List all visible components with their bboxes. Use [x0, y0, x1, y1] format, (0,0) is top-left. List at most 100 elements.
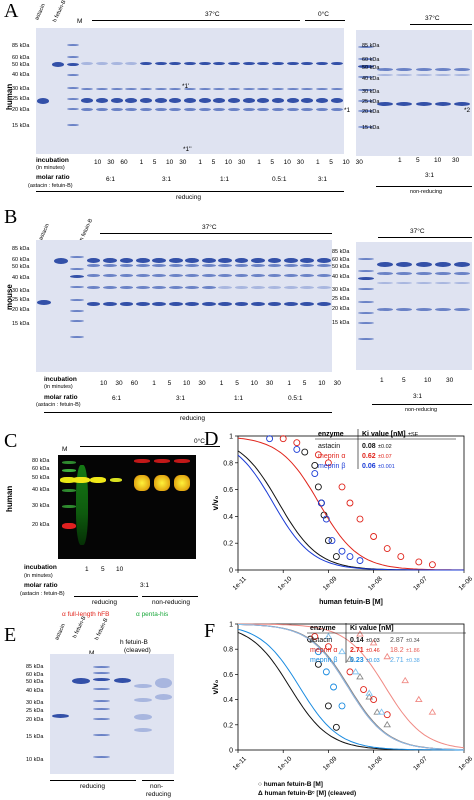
- data-point: [397, 553, 405, 561]
- temp-bar-0-c: [80, 446, 220, 447]
- gel-band: [152, 264, 167, 267]
- table-header-ki: Ki value [nM]: [350, 625, 394, 632]
- temp-37-a: 37°C: [205, 11, 220, 18]
- gel-band: [454, 262, 471, 267]
- gel-band: [139, 62, 153, 65]
- table-ki-se-cleaved: ±0.38: [406, 658, 420, 664]
- marker-50-e: 50 kDa: [26, 679, 44, 685]
- gel-band: [242, 62, 255, 65]
- temp-bar-37-b-right: [378, 237, 472, 238]
- gel-band: [454, 308, 471, 311]
- molar-ratio-label-b: molar ratio: [44, 394, 78, 401]
- gel-band: [234, 286, 249, 289]
- table-header-enzyme: enzyme: [310, 625, 336, 632]
- marker-25-b-r: 25 kDa: [332, 296, 350, 302]
- gel-band: [213, 108, 226, 111]
- blot-band-marker-60: [62, 469, 76, 472]
- gel-band: [257, 108, 270, 111]
- gel-band: [92, 678, 111, 681]
- gel-band: [267, 302, 282, 306]
- incubation-value: 10: [250, 380, 258, 387]
- plot-frame: [237, 435, 465, 571]
- table-ki-value-cleaved: 2.87: [390, 637, 404, 644]
- gel-band: [70, 336, 84, 338]
- gel-band: [134, 698, 152, 702]
- data-point-triangle: [415, 695, 423, 703]
- marker-15-b: 15 kDa: [12, 321, 30, 327]
- marker-30-b: 30 kDa: [12, 288, 30, 294]
- gel-band: [135, 302, 150, 306]
- marker-60-a: 60 kDa: [12, 55, 30, 61]
- gel-band: [103, 264, 117, 267]
- gel-band: [86, 274, 101, 277]
- gel-band: [168, 302, 183, 306]
- table-enzyme-name: meprin α: [318, 453, 345, 460]
- gel-band: [201, 258, 216, 263]
- gel-band: [66, 74, 79, 76]
- gel-band: [125, 98, 138, 103]
- table-enzyme-name: meprin β: [318, 463, 345, 470]
- gel-band: [271, 62, 285, 65]
- incubation-c-5: 5: [101, 566, 105, 573]
- reducing-bar-b: [44, 412, 332, 413]
- incubation-value: 5: [270, 159, 275, 166]
- gel-band: [376, 282, 394, 284]
- marker-20-b: 20 kDa: [12, 307, 30, 313]
- gel-band: [213, 62, 226, 65]
- gel-band: [415, 272, 432, 275]
- marker-60-b: 60 kDa: [12, 257, 30, 263]
- x-tick-label: 1e-11: [232, 575, 249, 592]
- table-ki-se: ±0.03: [366, 638, 380, 644]
- marker-15-a: 15 kDa: [12, 123, 30, 129]
- gel-band: [315, 62, 329, 65]
- gel-lane: [36, 28, 51, 154]
- gel-band: [135, 258, 150, 263]
- gel-band: [301, 108, 314, 111]
- incubation-sub-b: (in minutes): [44, 384, 73, 390]
- incubation-value: 30: [333, 380, 341, 387]
- reducing-label-e: reducing: [80, 783, 105, 790]
- gel-band: [357, 126, 374, 128]
- gel-band: [81, 88, 94, 90]
- gel-band: [357, 100, 374, 102]
- gel-band: [396, 282, 413, 284]
- data-point: [311, 633, 319, 641]
- gel-lane: [283, 240, 299, 372]
- blot-band-lane2: [90, 477, 106, 483]
- temp-0-c: 0°C: [194, 438, 205, 445]
- gel-band: [396, 74, 413, 76]
- gel-band: [201, 302, 216, 306]
- gel-lane: [316, 240, 332, 372]
- table-ki-se: ±0.001: [378, 464, 395, 470]
- incubation-value: 1: [287, 380, 292, 387]
- gel-band: [169, 88, 182, 90]
- chart-f: 0 0.2 0.4 0.6 0.8 1 1e-11 1e-10 1e-09 1e-08 1e-07 1…: [211, 622, 474, 798]
- gel-lane: [197, 28, 212, 154]
- incubation-value: 5: [302, 380, 307, 387]
- blot-band-nr-upper-3: [174, 459, 190, 463]
- gel-lane: [433, 30, 452, 156]
- x-tick-label: 1e-10: [277, 755, 294, 772]
- gel-lane: [124, 28, 139, 154]
- data-point: [314, 648, 322, 656]
- gel-band: [113, 678, 132, 683]
- gel-band: [201, 274, 216, 277]
- y-tick-label: 0.4: [223, 514, 233, 521]
- data-point: [383, 711, 391, 719]
- gel-band: [234, 274, 249, 277]
- reducing-bar-e: [50, 780, 136, 781]
- gel-lane: [375, 242, 394, 370]
- ratio-05-1-a: 0.5:1: [272, 176, 287, 183]
- gel-lane: [135, 240, 151, 372]
- gel-lane: [453, 30, 472, 156]
- y-tick-label: 0: [229, 748, 233, 755]
- marker-50-b: 50 kDa: [12, 264, 30, 270]
- temp-37-b: 37°C: [202, 224, 217, 231]
- data-point: [317, 499, 325, 507]
- gel-band: [330, 62, 343, 65]
- gel-band: [70, 320, 84, 322]
- gel-band: [169, 98, 182, 103]
- data-point-triangle: [377, 708, 386, 715]
- marker-25-b: 25 kDa: [12, 297, 30, 303]
- legend-line: ○ human fetuin-B [M]: [258, 781, 323, 788]
